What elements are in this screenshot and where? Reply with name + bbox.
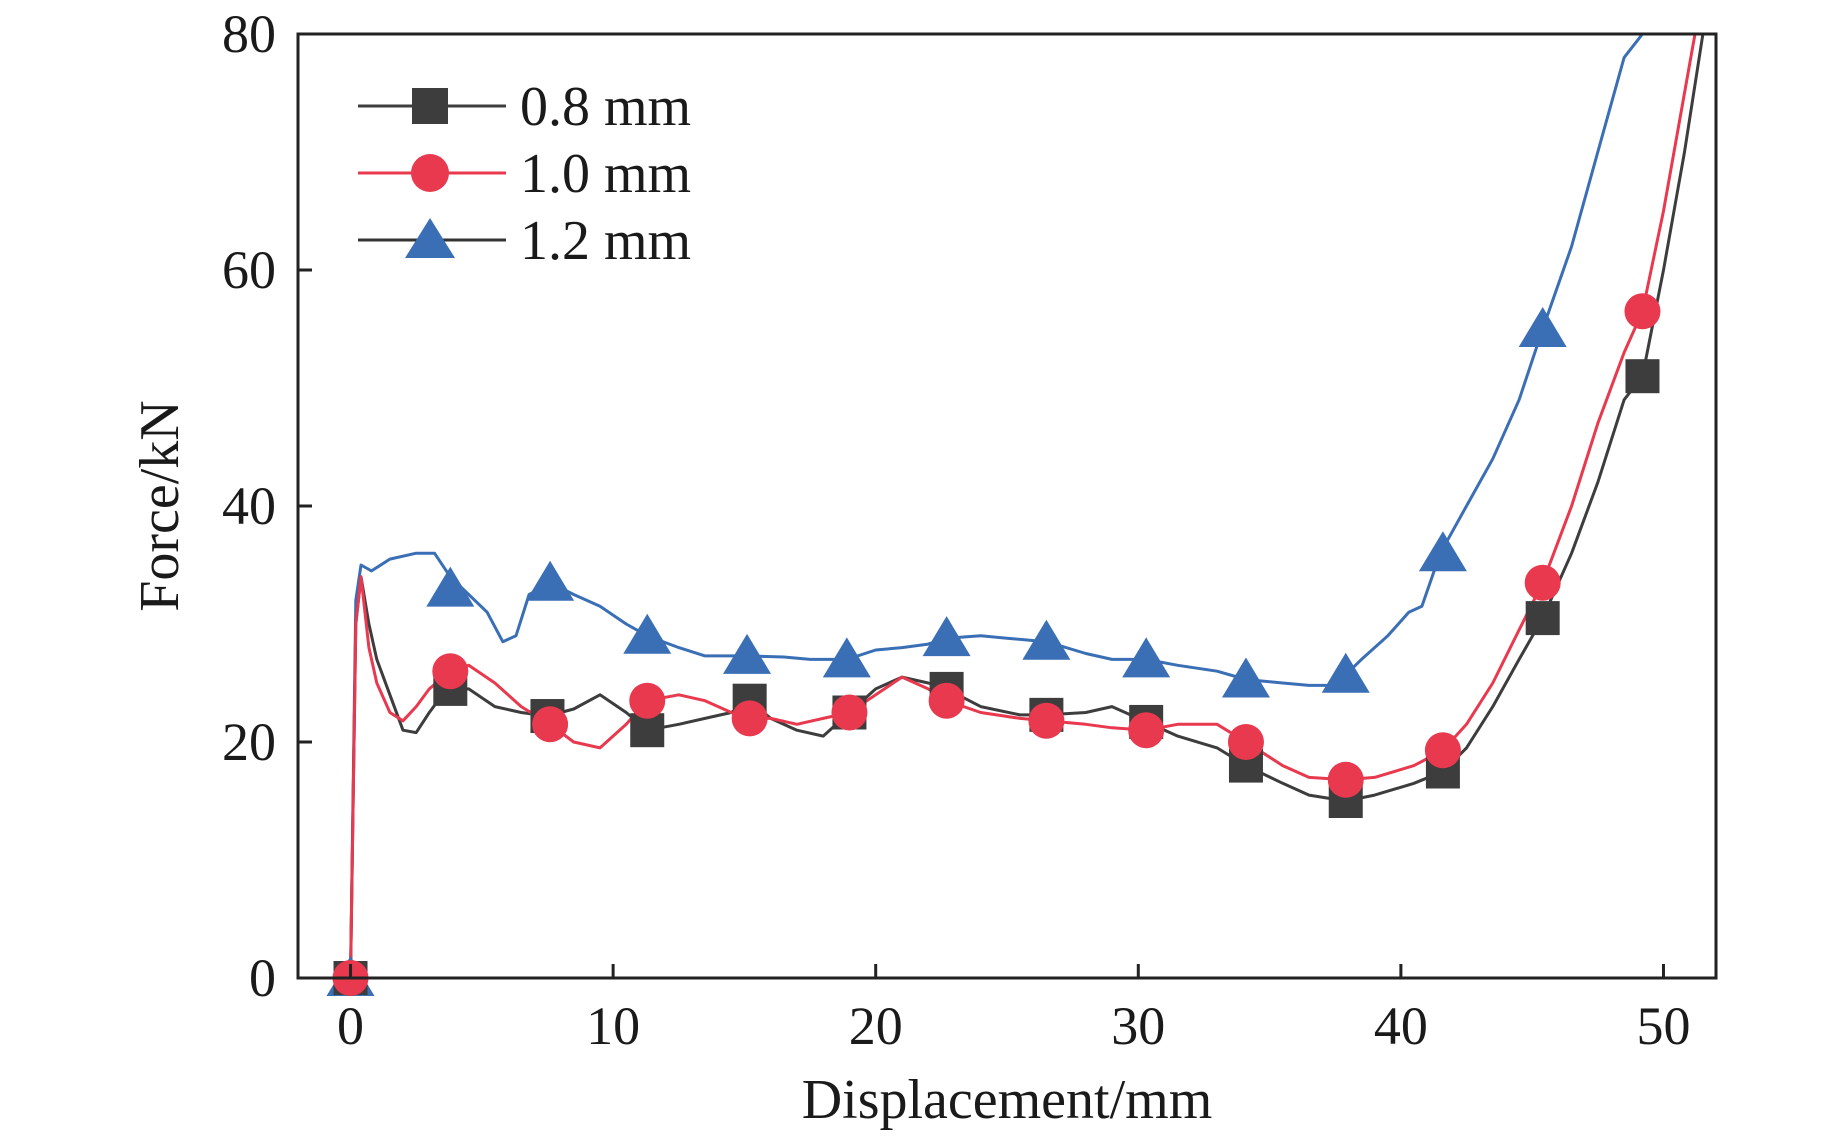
y-tick-label: 60 (222, 240, 276, 300)
y-tick-label: 0 (249, 948, 276, 1008)
marker-layer (326, 293, 1661, 996)
data-marker-triangle (526, 560, 575, 601)
y-axis-title: Force/kN (129, 400, 191, 612)
tick-layer: 0 10 20 30 40 50 0 20 40 60 80 (222, 4, 1690, 1056)
data-marker-square (630, 713, 665, 748)
y-tick-label: 80 (222, 4, 276, 64)
data-marker-circle (1424, 732, 1461, 769)
x-tick-label: 10 (586, 996, 640, 1056)
data-marker-circle (928, 682, 965, 719)
legend-label-0-8mm: 0.8 mm (520, 76, 691, 138)
x-tick-label: 30 (1111, 996, 1165, 1056)
legend-label-1-0mm: 1.0 mm (520, 143, 691, 205)
legend-label-1-2mm: 1.2 mm (520, 210, 691, 272)
data-marker-circle (1524, 564, 1561, 601)
data-marker-circle (1624, 293, 1661, 330)
data-marker-triangle (426, 566, 475, 607)
data-marker-circle (1227, 724, 1264, 760)
data-marker-circle (1327, 761, 1364, 798)
data-marker-triangle (623, 613, 672, 654)
data-marker-circle (831, 694, 868, 731)
data-marker-circle (1028, 702, 1065, 739)
data-marker-triangle (1321, 652, 1370, 693)
data-marker-triangle (1221, 657, 1270, 698)
legend-marker-circle (411, 154, 449, 192)
data-marker-circle (1128, 712, 1165, 749)
data-marker-circle (629, 682, 666, 719)
x-tick-label: 20 (849, 996, 903, 1056)
x-tick-label: 40 (1374, 996, 1428, 1056)
x-tick-label: 50 (1636, 996, 1690, 1056)
legend-marker-triangle (405, 218, 455, 258)
data-marker-triangle (1122, 637, 1171, 678)
data-marker-square (1625, 359, 1660, 394)
data-marker-triangle (822, 637, 871, 678)
data-marker-circle (432, 653, 469, 690)
legend-marker-square (412, 88, 448, 124)
data-marker-triangle (1518, 307, 1567, 347)
x-axis-title: Displacement/mm (802, 1069, 1213, 1131)
data-marker-square (1525, 601, 1560, 636)
y-tick-label: 20 (222, 712, 276, 772)
y-tick-label: 40 (222, 476, 276, 536)
data-marker-triangle (922, 616, 971, 657)
data-marker-circle (731, 700, 768, 737)
data-marker-circle (532, 706, 569, 743)
legend: 0.8 mm 1.0 mm 1.2 mm (358, 76, 691, 272)
data-marker-triangle (723, 633, 772, 674)
x-tick-label: 0 (337, 996, 364, 1056)
data-marker-triangle (1418, 531, 1467, 572)
data-marker-triangle (1022, 619, 1071, 660)
